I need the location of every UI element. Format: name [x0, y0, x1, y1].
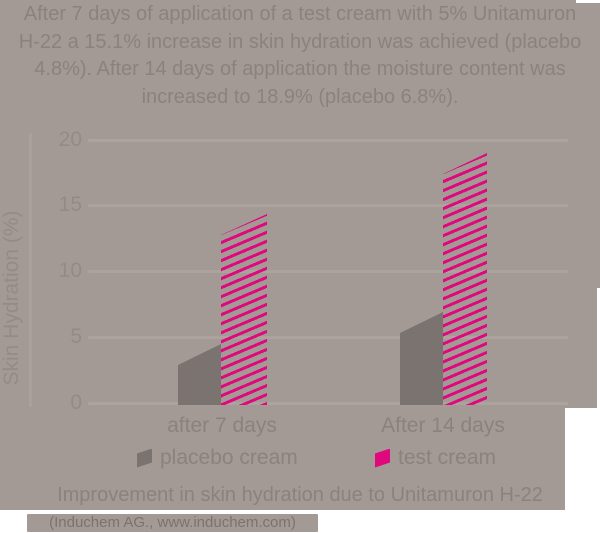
- summary-text: After 7 days of application of a test cr…: [0, 1, 600, 111]
- placebo-swatch-icon: [137, 448, 152, 468]
- legend-item-test: test cream: [375, 446, 496, 470]
- gridline-15: [88, 204, 568, 207]
- summary-line-1: After 7 days of application of a test cr…: [23, 3, 577, 25]
- gridline-0: [88, 402, 568, 405]
- white-corner-notch: [576, 0, 600, 3]
- gray-background-top: [0, 0, 600, 288]
- legend-item-placebo: placebo cream: [137, 446, 298, 470]
- y-axis-label: Skin Hydration (%): [0, 210, 23, 386]
- y-tick-10: 10: [58, 259, 82, 282]
- gridline-5: [88, 336, 568, 339]
- gridline-20: [88, 139, 568, 142]
- gridline-10: [88, 270, 568, 273]
- bar-test-cream-after-7-days: [221, 214, 267, 405]
- bar-test-cream-After-14-days: [443, 153, 487, 405]
- legend-label-placebo: placebo cream: [160, 446, 298, 469]
- y-tick-20: 20: [58, 128, 82, 151]
- y-axis-line: [29, 133, 32, 407]
- y-tick-0: 0: [70, 391, 82, 414]
- source-citation: (Induchem AG., www.induchem.com): [27, 514, 318, 532]
- y-tick-5: 5: [70, 325, 82, 348]
- category-label-after-7-days: after 7 days: [167, 414, 277, 437]
- y-tick-15: 15: [58, 193, 82, 216]
- summary-line-4: increased to 18.9% (placebo 6.8%).: [141, 85, 459, 108]
- test-cream-swatch-icon: [375, 448, 390, 468]
- category-label-after-14-days: After 14 days: [381, 414, 505, 437]
- chart-title: Improvement in skin hydration due to Uni…: [57, 484, 543, 506]
- gray-background-lower: [0, 408, 565, 510]
- legend-label-test: test cream: [398, 446, 497, 469]
- summary-line-3: 4.8%). After 14 days of application the …: [34, 58, 566, 80]
- gray-background-middle: [0, 288, 597, 408]
- summary-line-2: H-22 a 15.1% increase in skin hydration …: [18, 30, 582, 53]
